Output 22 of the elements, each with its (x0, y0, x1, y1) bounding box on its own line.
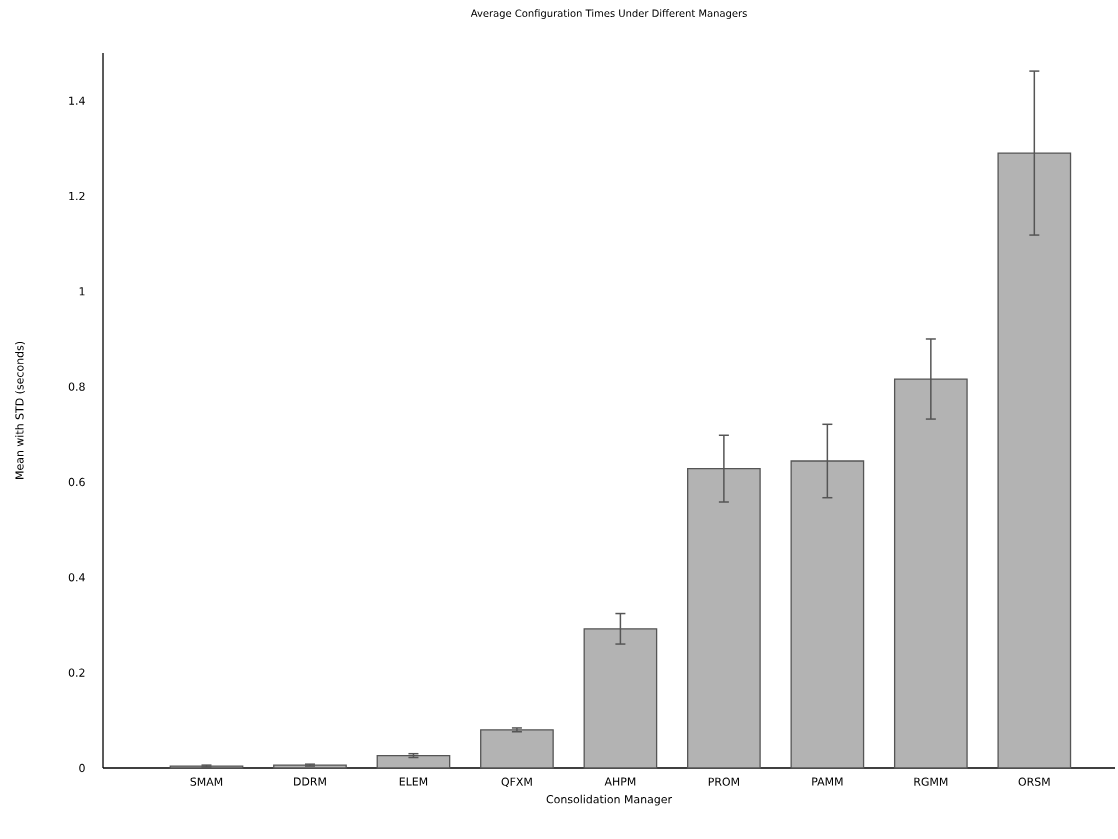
bar (480, 729, 554, 769)
x-tick-label: RGMM (914, 777, 948, 786)
bar (376, 754, 451, 769)
x-tick-label: PROM (708, 777, 739, 786)
y-tick-label: 0.6 (68, 477, 85, 487)
x-tick-label: AHPM (604, 777, 636, 786)
x-tick-label: QFXM (501, 777, 532, 788)
y-tick-label: 1.2 (69, 191, 85, 201)
x-tick-label: SMAM (190, 777, 223, 786)
y-tick-label: 0 (79, 763, 85, 773)
y-tick-label: 0.4 (68, 573, 85, 582)
x-axis-title: Consolidation Manager (546, 794, 673, 806)
x-tick-label: ELEM (399, 777, 428, 786)
chart-title: Average Configuration Times Under Different Managers (470, 9, 747, 19)
x-tick-label: ORSM (1018, 777, 1050, 786)
x-tick-label: DDRM (294, 777, 326, 786)
y-tick-label: 0.8 (68, 382, 85, 391)
y-tick-label: 1.4 (69, 96, 85, 105)
x-tick-label: PAMM (812, 777, 843, 786)
y-axis-title: Mean with STD (seconds) (15, 341, 25, 479)
y-tick-label: 0.2 (68, 668, 85, 677)
y-tick-label: 1 (79, 287, 85, 296)
